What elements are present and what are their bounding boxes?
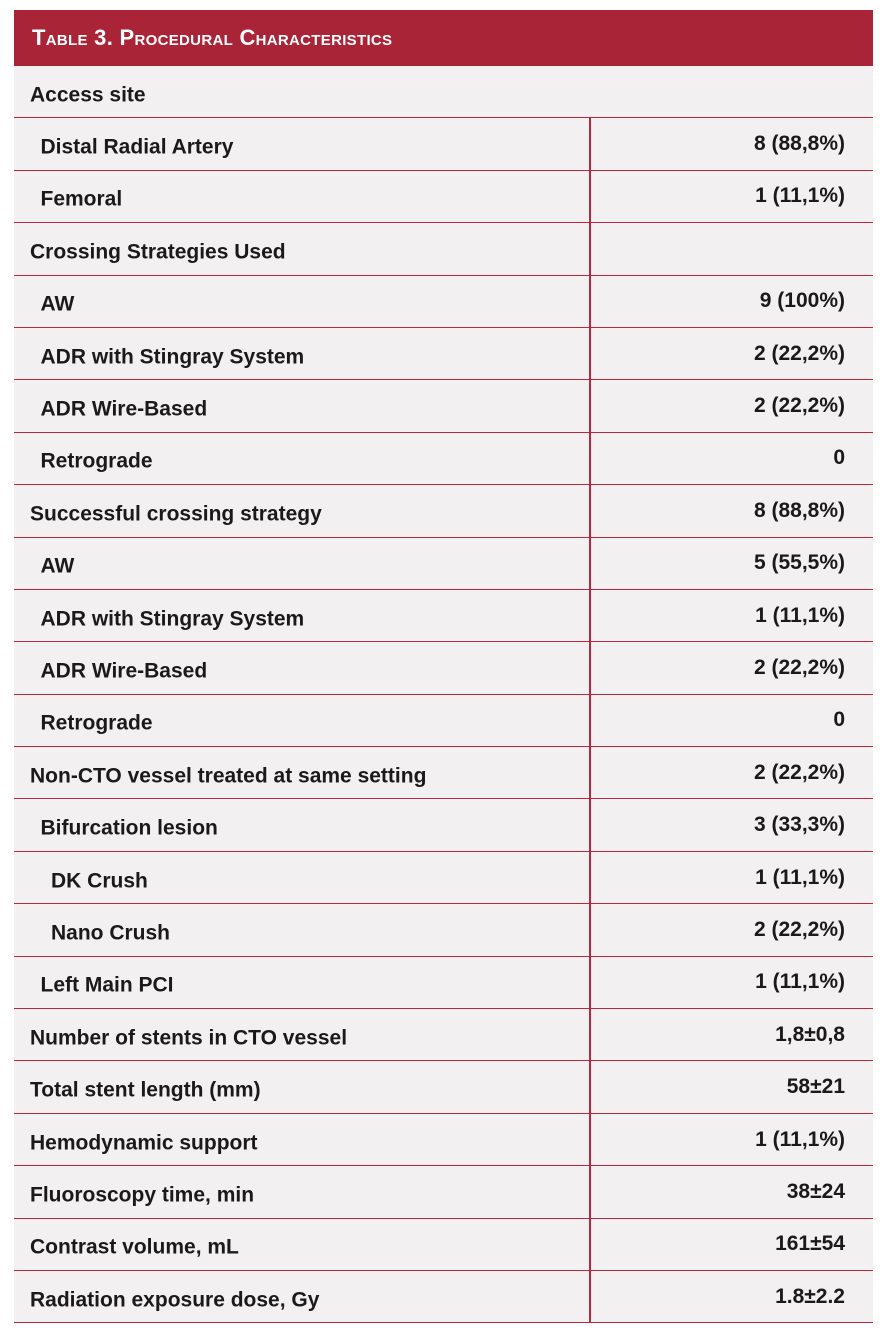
- title-bar: Table 3. Procedural Characteristics: [14, 10, 873, 66]
- row-value: 5 (55,5%): [753, 551, 845, 575]
- column-divider: [589, 1218, 591, 1270]
- row-value: 1 (11,1%): [755, 603, 845, 627]
- table-row: Left Main PCI 1 (11,1%): [14, 956, 873, 1010]
- table-row: Bifurcation lesion 3 (33,3%): [14, 799, 873, 852]
- row-label: Non-CTO vessel treated at same setting: [30, 764, 427, 788]
- column-divider: [589, 1270, 591, 1323]
- row-label: DK Crush: [51, 869, 148, 893]
- row-value: 2 (22,2%): [753, 917, 845, 941]
- row-label: Hemodynamic support: [30, 1131, 258, 1155]
- row-label: Retrograde: [40, 711, 153, 735]
- column-divider: [589, 799, 591, 851]
- table-row: Retrograde 0: [14, 432, 873, 486]
- table-row: DK Crush 1 (11,1%): [14, 851, 873, 905]
- row-value: 1 (11,1%): [755, 865, 845, 889]
- row-value: 8 (88,8%): [753, 132, 845, 156]
- row-label: AW: [40, 292, 75, 316]
- column-divider: [589, 485, 591, 537]
- row-label: Distal Radial Artery: [40, 135, 234, 159]
- column-divider: [589, 432, 591, 485]
- column-divider: [589, 694, 591, 747]
- table-row: Nano Crush 2 (22,2%): [14, 904, 873, 957]
- column-divider: [589, 1009, 591, 1061]
- row-label: Crossing Strategies Used: [30, 240, 286, 264]
- row-value: 2 (22,2%): [753, 760, 845, 784]
- table-row: Hemodynamic support 1 (11,1%): [14, 1113, 873, 1167]
- row-value: 1 (11,1%): [755, 184, 845, 208]
- row-label: Access site: [30, 83, 146, 107]
- row-value: 8 (88,8%): [753, 498, 845, 522]
- row-label: Nano Crush: [51, 921, 171, 945]
- table-row: Fluoroscopy time, min 38±24: [14, 1166, 873, 1219]
- column-divider: [589, 1166, 591, 1218]
- row-label: Femoral: [40, 188, 123, 212]
- column-divider: [589, 851, 591, 904]
- table-title: Table 3. Procedural Characteristics: [32, 25, 393, 50]
- row-label: ADR Wire-Based: [40, 397, 208, 421]
- column-divider: [589, 380, 591, 432]
- table-row: Total stent length (mm) 58±21: [14, 1061, 873, 1114]
- table-row: ADR Wire-Based 2 (22,2%): [14, 642, 873, 695]
- column-divider: [589, 747, 591, 799]
- column-divider: [589, 118, 591, 170]
- row-value: 161±54: [775, 1232, 845, 1256]
- table-row: Non-CTO vessel treated at same setting 2 …: [14, 747, 873, 800]
- table-row: Successful crossing strategy 8 (88,8%): [14, 485, 873, 538]
- row-label: Total stent length (mm): [30, 1078, 261, 1102]
- column-divider: [589, 223, 591, 275]
- table-row: Femoral 1 (11,1%): [14, 170, 873, 224]
- row-value: 0: [833, 446, 845, 470]
- row-label: ADR with Stingray System: [40, 607, 305, 631]
- table-row: ADR Wire-Based 2 (22,2%): [14, 380, 873, 433]
- row-value: 9 (100%): [759, 289, 845, 313]
- row-value: 0: [833, 708, 845, 732]
- row-label: Number of stents in CTO vessel: [30, 1026, 348, 1050]
- row-label: Retrograde: [40, 450, 153, 474]
- row-label: Radiation exposure dose, Gy: [30, 1288, 320, 1312]
- row-label: Successful crossing strategy: [30, 502, 322, 526]
- table-row: ADR with Stingray System 1 (11,1%): [14, 589, 873, 643]
- row-value: 2 (22,2%): [753, 655, 845, 679]
- row-value: 38±24: [786, 1179, 845, 1203]
- column-divider: [589, 1061, 591, 1113]
- column-divider: [589, 275, 591, 327]
- row-label: AW: [40, 554, 75, 578]
- table-row: AW 9 (100%): [14, 275, 873, 328]
- table-body: Access site Distal Radial Artery 8 (88,8%)…: [14, 66, 873, 1324]
- table: Table 3. Procedural Characteristics Acce…: [14, 10, 873, 1324]
- row-label: Bifurcation lesion: [40, 816, 218, 840]
- row-value: 1.8±2.2: [775, 1284, 845, 1308]
- table-row: ADR with Stingray System 2 (22,2%): [14, 327, 873, 381]
- table-row: Radiation exposure dose, Gy 1.8±2.2: [14, 1270, 873, 1324]
- row-value: 3 (33,3%): [753, 813, 845, 837]
- column-divider: [589, 170, 591, 223]
- table-row: AW 5 (55,5%): [14, 537, 873, 590]
- row-value: 2 (22,2%): [753, 394, 845, 418]
- row-value: 2 (22,2%): [753, 341, 845, 365]
- row-label: Left Main PCI: [40, 973, 174, 997]
- row-value: 1 (11,1%): [755, 970, 845, 994]
- row-label: ADR with Stingray System: [40, 345, 305, 369]
- table-row: Distal Radial Artery 8 (88,8%): [14, 118, 873, 171]
- table-row: Number of stents in CTO vessel 1,8±0,8: [14, 1009, 873, 1062]
- table-row: Access site: [14, 66, 873, 119]
- column-divider: [589, 956, 591, 1009]
- column-divider: [589, 589, 591, 642]
- column-divider: [589, 904, 591, 956]
- table-row: Contrast volume, mL 161±54: [14, 1218, 873, 1271]
- table-row: Retrograde 0: [14, 694, 873, 748]
- row-label: Fluoroscopy time, min: [30, 1183, 255, 1207]
- row-value: 1,8±0,8: [775, 1022, 845, 1046]
- row-value: 1 (11,1%): [755, 1127, 845, 1151]
- row-label: ADR Wire-Based: [40, 659, 208, 683]
- table-row: Crossing Strategies Used: [14, 223, 873, 276]
- column-divider: [589, 642, 591, 694]
- row-value: 58±21: [786, 1075, 845, 1099]
- column-divider: [589, 1113, 591, 1166]
- column-divider: [589, 537, 591, 589]
- row-label: Contrast volume, mL: [30, 1235, 239, 1259]
- column-divider: [589, 327, 591, 380]
